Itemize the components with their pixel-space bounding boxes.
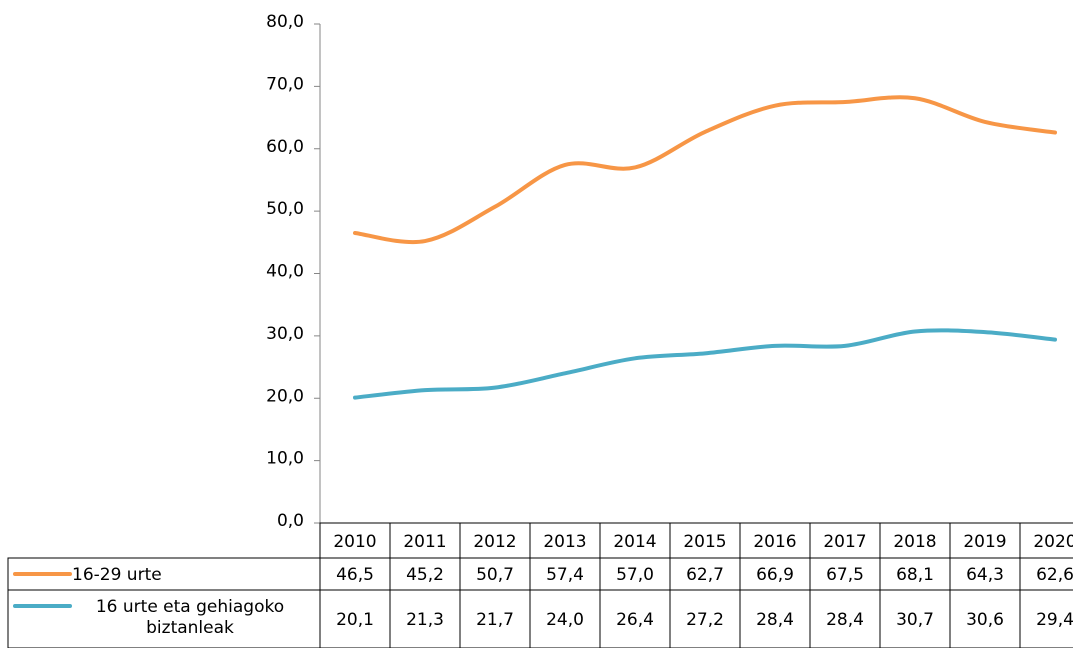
y-tick-label: 70,0 xyxy=(266,74,304,94)
data-label: 62,6 xyxy=(1036,565,1073,585)
series-line xyxy=(353,95,1057,244)
data-label: 20,1 xyxy=(336,610,374,630)
data-label: 67,5 xyxy=(826,565,864,585)
data-label: 29,4 xyxy=(1036,610,1073,630)
data-label: 66,9 xyxy=(756,565,794,585)
legend-label: 16 urte eta gehiagoko biztanleak xyxy=(96,597,284,638)
data-label: 64,3 xyxy=(966,565,1004,585)
y-tick-label: 60,0 xyxy=(266,137,304,157)
table-cell xyxy=(1019,589,1073,648)
data-label: 21,3 xyxy=(406,610,444,630)
data-label: 50,7 xyxy=(476,565,514,585)
data-label: 30,7 xyxy=(896,610,934,630)
y-tick-label: 30,0 xyxy=(266,324,304,344)
x-tick-label: 2011 xyxy=(403,532,446,552)
x-tick-label: 2018 xyxy=(893,532,936,552)
data-label: 27,2 xyxy=(686,610,724,630)
y-tick-label: 10,0 xyxy=(266,449,304,469)
x-tick-label: 2017 xyxy=(823,532,866,552)
data-label: 21,7 xyxy=(476,610,514,630)
data-label: 62,7 xyxy=(686,565,724,585)
x-tick-label: 2012 xyxy=(473,532,516,552)
data-label: 57,0 xyxy=(616,565,654,585)
x-tick-label: 2016 xyxy=(753,532,796,552)
x-tick-label: 2013 xyxy=(543,532,586,552)
y-tick-label: 80,0 xyxy=(266,12,304,32)
data-label: 28,4 xyxy=(756,610,794,630)
y-tick-label: 20,0 xyxy=(266,386,304,406)
y-tick-label: 40,0 xyxy=(266,262,304,282)
data-label: 28,4 xyxy=(826,610,864,630)
legend-label: 16-29 urte xyxy=(72,565,162,585)
data-label: 68,1 xyxy=(896,565,934,585)
data-label: 24,0 xyxy=(546,610,584,630)
x-tick-label: 2010 xyxy=(333,532,376,552)
y-tick-label: 50,0 xyxy=(266,199,304,219)
x-tick-label: 2014 xyxy=(613,532,656,552)
data-label: 30,6 xyxy=(966,610,1004,630)
y-tick-label: 0,0 xyxy=(277,511,304,531)
x-tick-label: 2015 xyxy=(683,532,726,552)
data-label: 46,5 xyxy=(336,565,374,585)
data-label: 26,4 xyxy=(616,610,654,630)
data-label: 45,2 xyxy=(406,565,444,585)
x-tick-label: 2020 xyxy=(1033,532,1073,552)
data-label: 57,4 xyxy=(546,565,584,585)
x-tick-label: 2019 xyxy=(963,532,1006,552)
series-line xyxy=(353,328,1057,400)
